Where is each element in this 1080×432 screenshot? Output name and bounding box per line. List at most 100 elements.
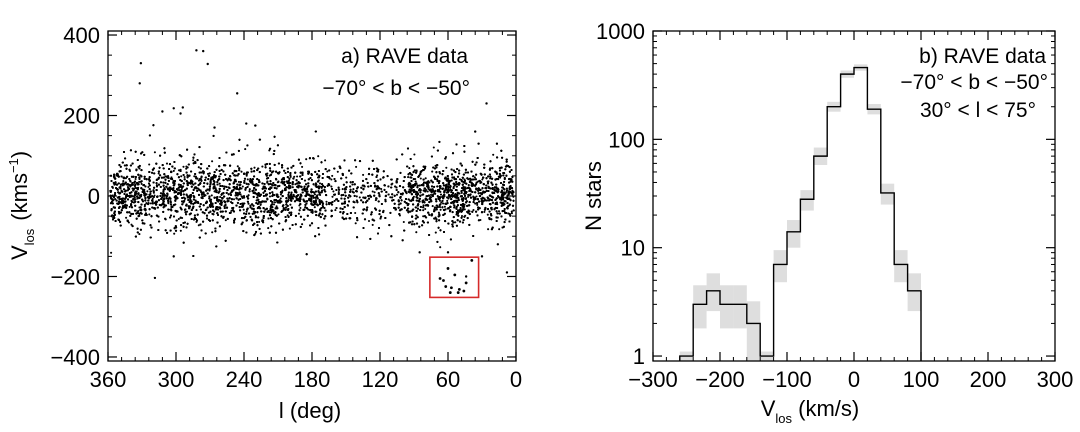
data-point (354, 211, 357, 215)
data-point (346, 204, 350, 207)
data-point (467, 184, 470, 187)
data-point (301, 165, 304, 168)
data-point (468, 189, 471, 193)
data-point (288, 227, 291, 230)
data-point (293, 175, 296, 178)
data-point (267, 227, 270, 230)
data-point (192, 159, 195, 162)
data-point (434, 164, 437, 167)
data-point (125, 216, 128, 219)
data-point (301, 223, 304, 226)
data-point (454, 221, 457, 224)
data-point (439, 246, 442, 249)
data-point (242, 208, 245, 211)
data-point (122, 180, 125, 183)
data-point (324, 159, 327, 162)
data-point (460, 214, 464, 218)
data-point (402, 220, 405, 224)
data-point (444, 155, 448, 159)
data-point (422, 209, 425, 212)
data-point (247, 194, 250, 197)
data-point (415, 231, 418, 234)
data-point (333, 199, 336, 202)
data-point (442, 202, 445, 205)
data-point (345, 176, 348, 179)
data-point (149, 202, 152, 205)
data-point (419, 177, 422, 180)
data-point (358, 196, 361, 199)
data-point (498, 228, 501, 231)
data-point (289, 203, 292, 206)
data-point (277, 213, 280, 216)
data-point (510, 210, 513, 213)
data-point (128, 205, 131, 208)
data-point (450, 191, 453, 194)
data-point (422, 215, 425, 218)
data-point (296, 175, 299, 178)
data-point (143, 205, 146, 208)
data-point (258, 180, 261, 184)
data-point (367, 219, 371, 223)
data-point (373, 191, 376, 194)
data-point (197, 224, 200, 227)
data-point (138, 233, 141, 236)
data-point (438, 206, 442, 209)
data-point (424, 177, 427, 180)
data-point (336, 170, 339, 173)
data-point (443, 205, 446, 208)
data-point (163, 187, 166, 190)
data-point (331, 174, 334, 177)
data-point (325, 200, 328, 203)
data-point (173, 232, 176, 235)
data-point (497, 210, 501, 213)
data-point (210, 194, 213, 197)
data-point (180, 175, 183, 178)
data-point (476, 203, 479, 206)
data-point (334, 209, 337, 212)
data-point (510, 212, 513, 215)
data-point (473, 176, 476, 179)
data-point (331, 195, 334, 198)
data-point (185, 167, 188, 170)
data-point (153, 151, 156, 154)
data-point (445, 166, 448, 169)
data-point (219, 195, 222, 199)
data-point (273, 201, 277, 204)
data-point (395, 193, 399, 196)
data-point (492, 153, 495, 156)
data-point (307, 208, 310, 211)
data-point (371, 223, 374, 226)
data-point (414, 180, 417, 183)
data-point (245, 210, 248, 213)
data-point (481, 178, 484, 181)
data-point (330, 178, 333, 181)
data-point (424, 207, 427, 211)
data-point (179, 206, 182, 209)
data-point (148, 213, 151, 216)
data-point (207, 211, 210, 214)
data-point (318, 182, 322, 185)
data-point (439, 193, 443, 196)
data-point (134, 177, 137, 181)
data-point (389, 196, 392, 199)
data-point (151, 202, 154, 205)
data-point (279, 197, 282, 200)
data-point (261, 165, 264, 168)
data-point (294, 183, 297, 186)
data-point (253, 166, 256, 169)
data-point (355, 165, 358, 168)
data-point (206, 172, 210, 175)
data-point (224, 219, 227, 222)
scatter-points (109, 49, 515, 279)
data-point (472, 208, 475, 212)
data-point (305, 158, 308, 161)
data-point (474, 202, 477, 205)
data-point (138, 180, 141, 183)
data-point (431, 205, 434, 208)
data-point (486, 213, 489, 216)
data-point (211, 231, 214, 234)
data-point (354, 222, 357, 225)
data-point (211, 160, 214, 163)
data-point (247, 202, 250, 205)
